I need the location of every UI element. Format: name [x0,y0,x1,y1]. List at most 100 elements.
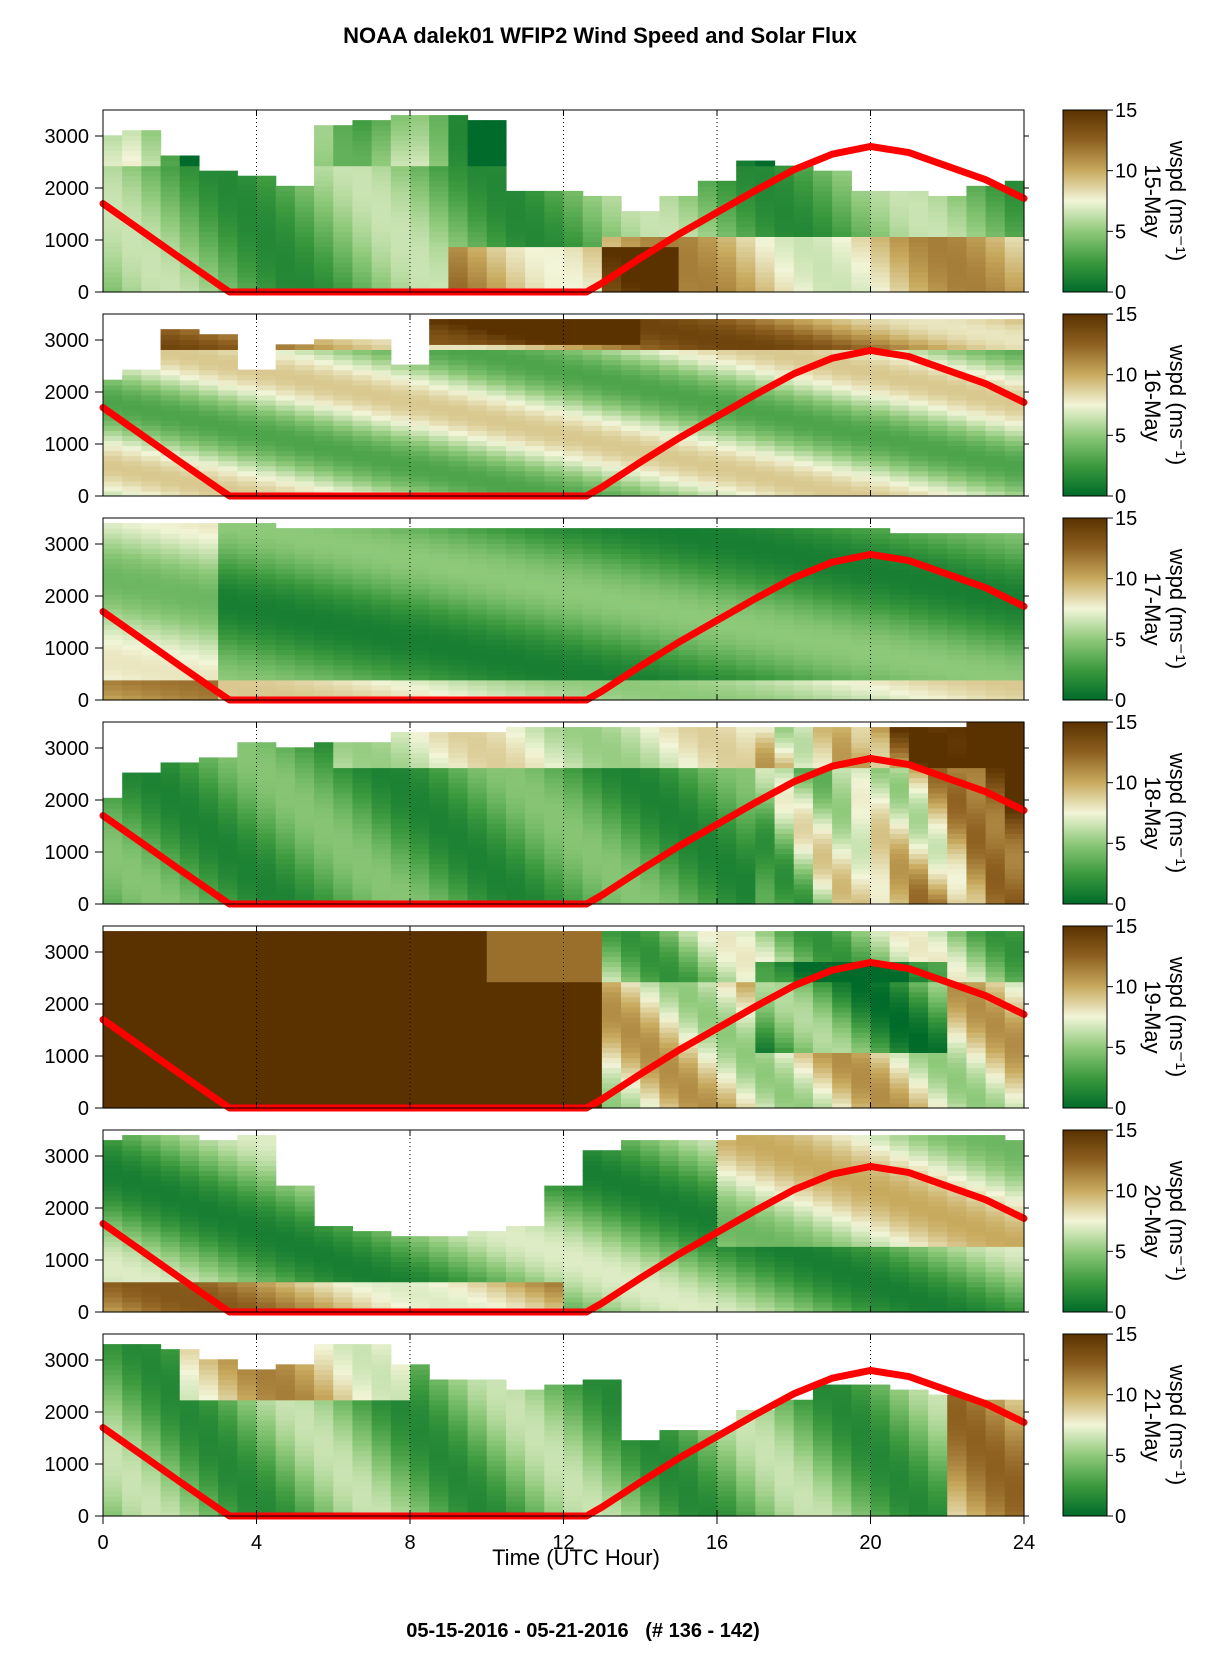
heatmap-cell [985,664,1006,671]
heatmap-cell [947,281,968,288]
heatmap-cell [448,115,469,121]
heatmap-cell [333,863,354,870]
heatmap-cell [333,598,354,605]
heatmap-cell [275,654,296,661]
heatmap-cell [966,490,987,497]
heatmap-cell [103,256,123,263]
heatmap-cell [390,125,411,131]
heatmap-cell [717,553,737,560]
heatmap-cell [851,389,872,396]
heatmap-cell [544,415,565,421]
heatmap-cell [544,281,565,288]
heatmap-cell [218,853,238,860]
y-tick-label: 0 [78,690,89,712]
heatmap-cell [122,684,142,691]
heatmap-cell [179,455,200,462]
heatmap-cell [237,271,258,278]
heatmap-cell [333,742,354,748]
heatmap-cell [218,246,238,253]
heatmap-cell [103,261,123,268]
heatmap-cell [122,593,142,600]
heatmap-cell [985,334,1006,340]
heatmap-cell [314,843,334,849]
heatmap-cell [832,236,852,243]
heatmap-cell [812,349,833,356]
heatmap-cell [141,185,162,192]
heatmap-cell [889,339,910,345]
heatmap-cell [410,246,430,253]
heatmap-cell [429,624,449,630]
heatmap-cell [467,246,488,253]
heatmap-cell [198,185,219,192]
heatmap-cell [736,405,756,411]
heatmap-cell [352,211,373,217]
heatmap-cell [717,563,737,570]
heatmap-cell [237,792,258,799]
heatmap-cell [410,644,430,651]
heatmap-cell [640,241,661,248]
heatmap-cell [966,211,987,217]
heatmap-cell [429,160,449,167]
heatmap-cell [678,573,699,580]
heatmap-cell [122,603,142,610]
heatmap-cell [352,135,373,141]
heatmap-cell [755,460,776,467]
heatmap-cell [928,455,948,462]
heatmap-cell [390,261,411,268]
heatmap-cell [1004,329,1025,335]
heatmap-cell [717,629,737,635]
heatmap-cell [1004,236,1025,243]
heatmap-cell [122,480,142,487]
heatmap-cell [141,609,162,615]
heatmap-cell [237,823,258,829]
heatmap-cell [160,639,181,645]
heatmap-cell [218,445,238,452]
heatmap-cell [275,246,296,253]
heatmap-cell [198,593,219,600]
heatmap-cell [621,241,641,248]
heatmap-cell [467,568,488,575]
heatmap-cell [141,588,162,595]
heatmap-cell [467,405,488,411]
heatmap-cell [755,603,776,610]
heatmap-cell [908,425,929,431]
heatmap-cell [218,782,238,789]
heatmap-cell [582,195,603,202]
heatmap-cell [985,593,1006,600]
heatmap-cell [697,679,718,686]
heatmap-cell [371,609,392,615]
heatmap-cell [333,568,354,575]
heatmap-cell [333,485,354,492]
heatmap-cell [774,485,795,492]
heatmap-cell [717,465,737,472]
heatmap-cell [467,543,488,549]
heatmap-cell [160,528,181,534]
heatmap-cell [889,485,910,492]
heatmap-cell [390,878,411,885]
heatmap-cell [352,125,373,131]
heatmap-cell [294,629,315,635]
heatmap-cell [544,276,565,283]
heatmap-cell [141,374,162,381]
heatmap-cell [160,609,181,615]
heatmap-cell [582,568,603,575]
heatmap-cell [678,415,699,421]
heatmap-cell [294,757,315,764]
heatmap-cell [832,405,852,411]
heatmap-cell [563,231,584,237]
heatmap-cell [429,588,449,595]
heatmap-cell [256,762,277,769]
heatmap-cell [755,334,776,340]
heatmap-cell [659,339,680,345]
heatmap-cell [870,394,891,401]
heatmap-cell [218,460,238,467]
heatmap-cell [103,538,123,544]
heatmap-cell [736,354,756,361]
heatmap-cell [582,236,603,243]
heatmap-cell [218,450,238,457]
heatmap-cell [198,848,219,855]
heatmap-cell [314,256,334,263]
heatmap-cell [467,150,488,157]
heatmap-cell [352,792,373,799]
heatmap-cell [582,231,603,237]
